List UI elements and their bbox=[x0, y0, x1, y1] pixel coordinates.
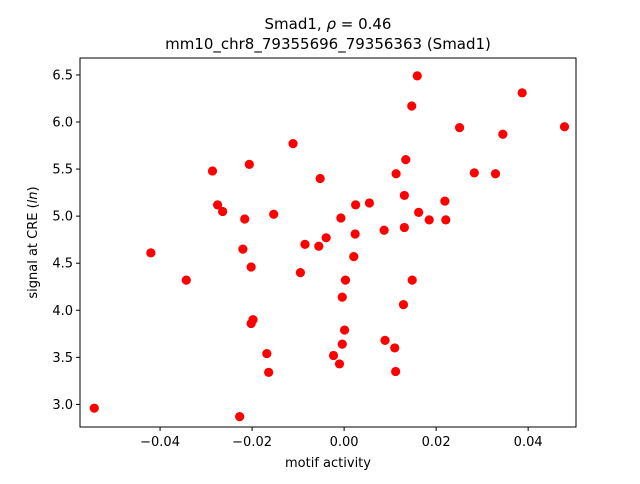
data-point-50 bbox=[469, 168, 479, 178]
data-point-49 bbox=[454, 123, 465, 133]
data-point-2 bbox=[181, 275, 191, 285]
data-points bbox=[89, 71, 570, 422]
data-point-25 bbox=[337, 339, 347, 349]
data-point-44 bbox=[412, 71, 422, 81]
data-point-18 bbox=[300, 239, 310, 249]
data-point-37 bbox=[391, 169, 401, 179]
data-point-48 bbox=[441, 215, 451, 225]
data-point-51 bbox=[490, 169, 501, 179]
data-point-29 bbox=[349, 252, 359, 262]
data-point-10 bbox=[246, 262, 256, 272]
data-point-34 bbox=[380, 335, 390, 345]
data-point-33 bbox=[379, 225, 389, 235]
x-tick-label-4: 0.04 bbox=[514, 435, 543, 450]
data-point-31 bbox=[351, 200, 361, 210]
x-tick-label-2: 0.00 bbox=[330, 435, 359, 450]
data-point-36 bbox=[391, 366, 401, 377]
data-point-30 bbox=[350, 229, 360, 239]
y-axis-label: signal at CRE (ln) bbox=[26, 186, 41, 298]
data-point-7 bbox=[238, 244, 248, 254]
data-point-14 bbox=[264, 367, 274, 377]
y-tick-label-7: 6.5 bbox=[52, 68, 73, 83]
data-point-28 bbox=[340, 275, 351, 285]
data-point-13 bbox=[262, 348, 272, 359]
data-point-12 bbox=[248, 315, 258, 325]
data-point-41 bbox=[401, 155, 411, 165]
data-point-3 bbox=[207, 166, 218, 176]
data-point-54 bbox=[559, 122, 570, 132]
data-point-38 bbox=[398, 300, 409, 310]
data-point-6 bbox=[235, 412, 245, 422]
data-point-39 bbox=[399, 190, 409, 201]
data-point-42 bbox=[407, 101, 417, 111]
y-tick-label-5: 5.5 bbox=[52, 163, 73, 178]
data-point-22 bbox=[328, 350, 339, 361]
data-point-1 bbox=[146, 248, 156, 258]
data-point-43 bbox=[407, 275, 417, 285]
data-point-8 bbox=[240, 214, 250, 224]
data-point-20 bbox=[315, 173, 325, 184]
y-axis-ticks: 3.0 3.5 4.0 4.5 5.0 5.5 6.0 6.5 bbox=[52, 68, 80, 413]
data-point-4 bbox=[212, 200, 223, 210]
data-point-19 bbox=[314, 241, 324, 251]
y-tick-label-6: 6.0 bbox=[52, 116, 73, 131]
data-point-26 bbox=[337, 292, 347, 302]
chart-title-line1: Smad1, ρ = 0.46 bbox=[265, 15, 392, 33]
y-tick-label-3: 4.5 bbox=[52, 257, 73, 272]
data-point-15 bbox=[269, 209, 279, 219]
data-point-46 bbox=[424, 215, 434, 225]
data-point-24 bbox=[336, 213, 346, 223]
data-point-45 bbox=[414, 207, 424, 217]
data-point-9 bbox=[244, 159, 254, 169]
data-point-35 bbox=[390, 343, 400, 353]
y-tick-label-2: 4.0 bbox=[52, 304, 73, 319]
data-point-17 bbox=[295, 268, 305, 278]
plot-area-frame bbox=[79, 57, 577, 428]
data-point-16 bbox=[288, 139, 298, 149]
x-axis-label: motif activity bbox=[285, 456, 371, 471]
x-tick-label-0: −0.04 bbox=[140, 435, 180, 450]
data-point-53 bbox=[517, 88, 527, 98]
data-point-40 bbox=[399, 222, 409, 233]
chart-title-line2: mm10_chr8_79355696_79356363 (Smad1) bbox=[165, 35, 491, 54]
data-point-21 bbox=[321, 233, 331, 243]
data-point-47 bbox=[440, 196, 450, 206]
data-point-27 bbox=[339, 325, 350, 335]
x-axis-ticks: −0.04 −0.02 0.00 0.02 0.04 bbox=[140, 427, 543, 450]
data-point-5 bbox=[218, 206, 228, 217]
data-point-32 bbox=[364, 198, 375, 208]
x-tick-label-1: −0.02 bbox=[232, 435, 272, 450]
data-point-52 bbox=[498, 129, 508, 139]
y-tick-label-1: 3.5 bbox=[52, 351, 73, 366]
data-point-23 bbox=[334, 359, 345, 369]
y-tick-label-0: 3.0 bbox=[52, 398, 73, 413]
data-point-0 bbox=[89, 403, 99, 413]
y-tick-label-4: 5.0 bbox=[52, 210, 73, 225]
x-tick-label-3: 0.02 bbox=[422, 435, 451, 450]
